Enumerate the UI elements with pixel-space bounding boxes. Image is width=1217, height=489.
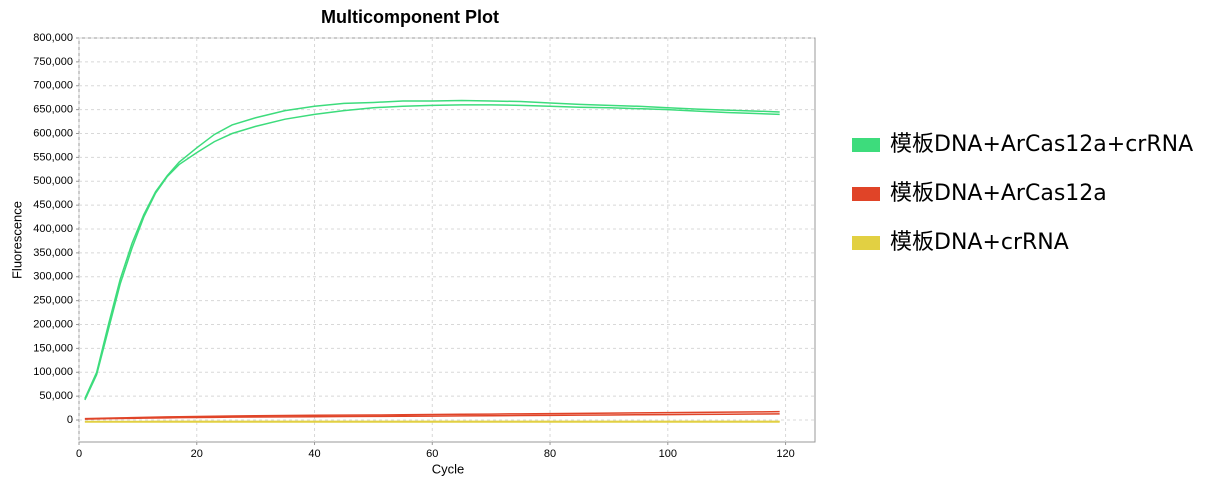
y-tick-label: 650,000 [33, 104, 73, 116]
legend-swatch [852, 138, 880, 152]
y-tick-label: 100,000 [33, 366, 73, 378]
legend-label: 模板DNA+ArCas12a [890, 181, 1107, 206]
legend-label: 模板DNA+ArCas12a+crRNA [890, 132, 1193, 157]
x-tick-label: 80 [544, 448, 556, 460]
y-tick-label: 0 [67, 414, 73, 426]
x-tick-label: 40 [308, 448, 320, 460]
chart-title: Multicomponent Plot [321, 7, 499, 27]
x-tick-label: 20 [191, 448, 203, 460]
y-tick-label: 750,000 [33, 56, 73, 68]
y-tick-label: 50,000 [39, 390, 73, 402]
y-tick-label: 250,000 [33, 295, 73, 307]
x-tick-label: 120 [776, 448, 794, 460]
y-tick-label: 300,000 [33, 271, 73, 283]
y-tick-label: 550,000 [33, 151, 73, 163]
y-tick-label: 500,000 [33, 175, 73, 187]
x-axis-label: Cycle [432, 461, 465, 476]
legend-label: 模板DNA+crRNA [890, 230, 1069, 255]
y-tick-label: 150,000 [33, 342, 73, 354]
y-axis-label: Fluorescence [9, 201, 24, 279]
y-tick-label: 800,000 [33, 32, 73, 44]
plot-frame [79, 38, 815, 442]
x-tick-label: 60 [426, 448, 438, 460]
y-tick-label: 450,000 [33, 199, 73, 211]
y-tick-label: 200,000 [33, 318, 73, 330]
y-tick-label: 700,000 [33, 80, 73, 92]
x-tick-label: 0 [76, 448, 82, 460]
y-tick-label: 400,000 [33, 223, 73, 235]
x-tick-label: 100 [659, 448, 677, 460]
legend-swatch [852, 187, 880, 201]
legend-swatch [852, 236, 880, 250]
y-tick-label: 600,000 [33, 127, 73, 139]
y-tick-label: 350,000 [33, 247, 73, 259]
